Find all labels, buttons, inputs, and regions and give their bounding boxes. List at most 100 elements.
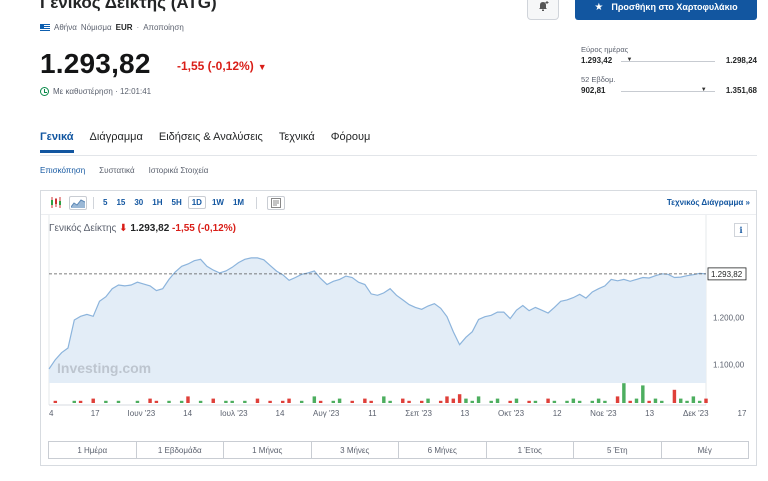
volume-bar	[457, 394, 462, 403]
volume-bar	[672, 389, 677, 403]
volume-bar	[470, 400, 474, 403]
volume-bar	[154, 400, 159, 403]
volume-bar	[268, 400, 272, 403]
toolbar-separator	[256, 196, 258, 209]
volume-bar	[350, 400, 354, 403]
volume-bar	[704, 398, 708, 403]
price-chart[interactable]: 1.293,82 1.100,00 1.200,00 Investing.com 4 17…	[41, 191, 756, 441]
period-5-years[interactable]: 5 Έτη	[574, 442, 662, 458]
timeframe-5[interactable]: 5	[103, 198, 108, 207]
day-range-high: 1.298,24	[725, 56, 757, 65]
exchange-name[interactable]: Αθήνα	[54, 23, 77, 32]
tab-technical[interactable]: Τεχνικά	[278, 131, 315, 143]
volume-bar	[590, 400, 595, 403]
tab-general[interactable]: Γενικά	[40, 131, 74, 153]
tabs-divider	[40, 155, 757, 156]
volume-bar	[53, 400, 58, 403]
subtab-historical-data[interactable]: Ιστορικά Στοιχεία	[148, 166, 209, 175]
volume-bar	[401, 398, 405, 403]
volume-bar	[679, 398, 683, 403]
volume-bar	[426, 398, 430, 403]
volume-bar	[281, 400, 285, 403]
subtab-components[interactable]: Συστατικά	[99, 166, 135, 175]
info-icon[interactable]: i	[734, 223, 748, 237]
area-chart-icon[interactable]	[69, 195, 87, 210]
period-selector: 1 Ημέρα 1 Εβδομάδα 1 Μήνας 3 Μήνες 6 Μήν…	[48, 441, 749, 459]
disclaimer-link[interactable]: Αποποίηση	[143, 23, 184, 32]
volume-bar	[287, 398, 291, 403]
x-tick-label: Ιουν '23	[128, 409, 156, 418]
volume-bar	[224, 400, 228, 403]
star-icon: ★	[594, 1, 604, 13]
chart-legend: Γενικός Δείκτης ⬇ 1.293,82 -1,55 (-0,12%…	[49, 223, 236, 234]
x-tick-label: 11	[368, 409, 377, 418]
period-3-months[interactable]: 3 Μήνες	[312, 442, 399, 458]
arrow-down-icon: ⬇	[119, 223, 128, 234]
volume-bar	[148, 398, 152, 403]
volume-bar	[299, 400, 304, 403]
candlestick-icon[interactable]	[47, 196, 65, 210]
chart-toolbar: 5 15 30 1H 5H 1D 1W 1M Τεχνικός Διάγραμμ…	[41, 191, 756, 215]
period-max[interactable]: Μέγ	[697, 445, 712, 455]
timeframe-30[interactable]: 30	[134, 198, 144, 207]
volume-bar	[382, 396, 386, 403]
volume-bar	[489, 400, 493, 403]
x-tick-label: 13	[645, 409, 654, 418]
arrow-down-icon: ▼	[257, 62, 267, 72]
sub-tabs: Επισκόπηση Συστατικά Ιστορικά Στοιχεία	[40, 166, 208, 175]
x-tick-label: 17	[738, 409, 747, 418]
volume-bar	[198, 400, 203, 403]
day-range-marker-icon: ▼	[626, 57, 633, 63]
week52-range: 52 Εβδομ. 902,81 1.351,68 ▼	[581, 75, 757, 95]
timeframe-1h[interactable]: 1H	[152, 198, 163, 207]
day-range-values: 1.293,42 1.298,24	[581, 56, 757, 65]
main-tabs: Γενικά Διάγραμμα Ειδήσεις & Αναλύσεις Τε…	[40, 131, 370, 153]
week52-range-bar	[621, 91, 715, 92]
volume-bar	[167, 400, 171, 403]
period-1-day[interactable]: 1 Ημέρα	[49, 442, 137, 458]
delay-info: Με καθυστέρηση · 12:01:41	[40, 87, 151, 96]
volume-bar	[622, 383, 626, 403]
period-1-week[interactable]: 1 Εβδομάδα	[137, 442, 224, 458]
alert-button[interactable]	[527, 0, 559, 20]
period-1-month[interactable]: 1 Μήνας	[224, 442, 312, 458]
timeframe-1w[interactable]: 1W	[211, 198, 224, 207]
chart-legend-change: -1,55 (-0,12%)	[172, 223, 236, 234]
currency-value: EUR	[115, 23, 133, 32]
volume-bar	[464, 398, 468, 403]
volume-bar	[685, 400, 689, 403]
volume-bar	[243, 400, 247, 403]
week52-range-high: 1.351,68	[725, 86, 757, 95]
day-range-low: 1.293,42	[581, 56, 613, 65]
toolbar-separator	[93, 196, 94, 209]
timeframe-1d[interactable]: 1D	[187, 196, 206, 209]
price-change-value: -1,55 (-0,12%)	[177, 59, 254, 73]
x-tick-label: Αυγ '23	[313, 409, 340, 418]
timeframe-5h[interactable]: 5H	[171, 198, 182, 207]
volume-bar	[527, 400, 531, 403]
volume-bar	[337, 398, 342, 403]
bell-plus-icon	[537, 0, 549, 15]
y-tick-label: 1.100,00	[713, 360, 745, 369]
volume-bar	[116, 400, 121, 403]
volume-bar	[603, 400, 607, 403]
volume-bar	[186, 396, 190, 403]
period-1-year[interactable]: 1 Έτος	[487, 442, 574, 458]
tab-forum[interactable]: Φόρουμ	[330, 131, 371, 143]
x-tick-label: Οκτ '23	[498, 409, 525, 418]
add-to-portfolio-button[interactable]: ★ Προσθήκη στο Χαρτοφυλάκιο	[575, 0, 757, 20]
volume-bar	[420, 400, 424, 403]
tab-news-analysis[interactable]: Ειδήσεις & Αναλύσεις	[158, 131, 263, 143]
timeframe-15[interactable]: 15	[116, 198, 126, 207]
period-6-months[interactable]: 6 Μήνες	[399, 442, 487, 458]
technical-chart-link[interactable]: Τεχνικός Διάγραμμα »	[666, 198, 750, 207]
day-range-bar	[621, 61, 715, 62]
price-line	[48, 257, 707, 370]
screenshot-icon[interactable]	[267, 195, 286, 210]
subtab-overview[interactable]: Επισκόπηση	[40, 166, 86, 175]
volume-bar	[641, 385, 645, 403]
day-range-label: Εύρος ημέρας	[581, 45, 629, 54]
x-tick-label: 14	[276, 409, 285, 418]
timeframe-1m[interactable]: 1M	[232, 198, 245, 207]
tab-chart[interactable]: Διάγραμμα	[89, 131, 143, 143]
